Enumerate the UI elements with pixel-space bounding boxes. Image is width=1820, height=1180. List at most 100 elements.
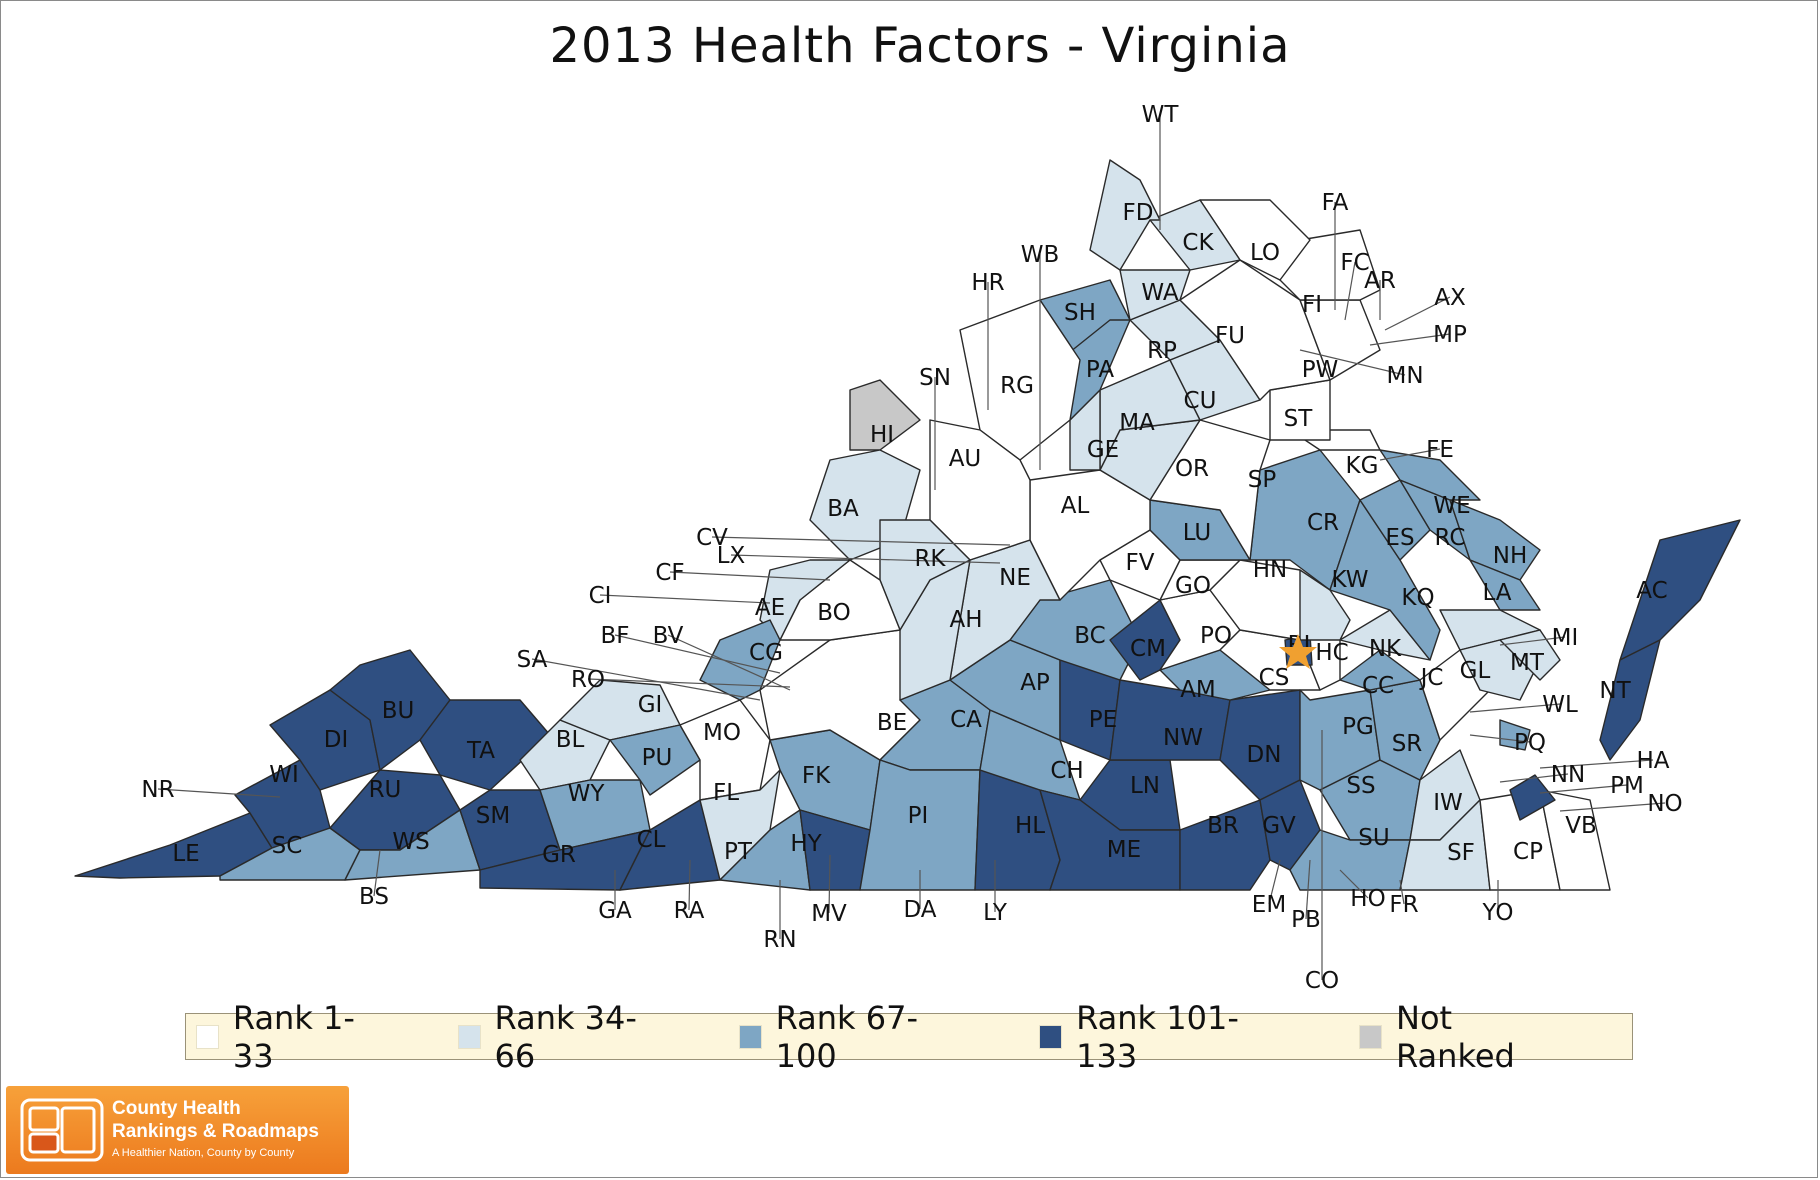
county-label-hc: HC bbox=[1315, 640, 1348, 666]
county-label-fe: FE bbox=[1426, 437, 1454, 463]
county-label-hl: HL bbox=[1015, 813, 1045, 839]
county-label-lx: LX bbox=[717, 543, 746, 569]
county-gi bbox=[559, 679, 681, 741]
legend-swatch bbox=[1359, 1024, 1383, 1049]
county-label-am: AM bbox=[1180, 677, 1216, 703]
county-label-mi: MI bbox=[1552, 625, 1579, 651]
leader-line-ci bbox=[599, 594, 771, 604]
county-label-fu: FU bbox=[1215, 323, 1245, 349]
county-label-bs: BS bbox=[359, 884, 389, 910]
county-label-ru: RU bbox=[369, 777, 402, 803]
county-label-kq: KQ bbox=[1401, 585, 1434, 611]
county-pq bbox=[1499, 719, 1531, 751]
leader-line-lx bbox=[730, 554, 1001, 564]
leader-line-ax bbox=[1384, 296, 1451, 331]
county-label-cc: CC bbox=[1362, 673, 1394, 699]
leader-line-ho bbox=[1339, 869, 1369, 899]
county-label-nh: NH bbox=[1493, 543, 1528, 569]
county-label-nk: NK bbox=[1369, 636, 1402, 662]
county-label-rg: RG bbox=[1000, 373, 1034, 399]
county-label-kw: KW bbox=[1331, 567, 1368, 593]
county-label-ws: WS bbox=[392, 829, 429, 855]
leader-line-mv bbox=[828, 854, 831, 914]
county-hi bbox=[849, 379, 921, 451]
county-label-cp: CP bbox=[1513, 839, 1543, 865]
county-pu bbox=[609, 724, 701, 796]
county-cg bbox=[699, 619, 781, 701]
county-label-hi: HI bbox=[870, 422, 894, 448]
county-label-ax: AX bbox=[1434, 285, 1466, 311]
county-label-bl: BL bbox=[556, 727, 585, 753]
county-label-rp: RP bbox=[1147, 338, 1177, 364]
leader-line-fe bbox=[1379, 448, 1441, 461]
county-label-pm: PM bbox=[1610, 773, 1644, 799]
county-label-rc: RC bbox=[1435, 525, 1466, 551]
county-label-su: SU bbox=[1358, 825, 1389, 851]
leader-line-em bbox=[1268, 859, 1281, 905]
county-label-le: LE bbox=[172, 841, 199, 867]
county-no bbox=[1509, 774, 1556, 821]
leader-line-cf bbox=[669, 571, 831, 581]
leader-line-bf bbox=[614, 634, 781, 674]
county-label-wb: WB bbox=[1021, 242, 1060, 268]
county-label-lo: LO bbox=[1250, 240, 1280, 266]
county-label-cs: CS bbox=[1259, 665, 1290, 691]
county-label-pi: PI bbox=[908, 803, 929, 829]
county-label-cm: CM bbox=[1130, 636, 1166, 662]
county-sf bbox=[1399, 799, 1491, 891]
county-label-cl: CL bbox=[637, 827, 666, 853]
county-label-mt: MT bbox=[1510, 650, 1545, 676]
county-label-co: CO bbox=[1305, 968, 1339, 994]
leader-line-nr bbox=[157, 788, 281, 798]
county-label-bv: BV bbox=[653, 623, 684, 649]
county-label-nr: NR bbox=[141, 777, 174, 803]
leader-line-mn bbox=[1299, 349, 1406, 376]
legend-swatch bbox=[1039, 1024, 1063, 1049]
county-label-al: AL bbox=[1061, 493, 1090, 519]
county-label-rn: RN bbox=[763, 927, 796, 953]
county-label-cf: CF bbox=[655, 560, 684, 586]
county-label-gi: GI bbox=[638, 692, 663, 718]
leader-line-ha bbox=[1539, 759, 1654, 769]
county-label-fr: FR bbox=[1389, 892, 1418, 918]
county-label-fi: FI bbox=[1302, 292, 1322, 318]
leader-line-mi bbox=[1499, 636, 1566, 646]
county-label-hn: HN bbox=[1253, 557, 1288, 583]
county-label-em: EM bbox=[1252, 892, 1286, 918]
legend-item-rank-1-33: Rank 1-33 bbox=[196, 999, 388, 1075]
leader-line-nn bbox=[1499, 773, 1569, 783]
county-label-bo: BO bbox=[817, 600, 850, 626]
leader-line-mp bbox=[1369, 333, 1451, 346]
county-label-bc: BC bbox=[1074, 623, 1105, 649]
county-label-ac: AC bbox=[1636, 578, 1667, 604]
legend-label: Rank 67-100 bbox=[775, 998, 918, 1075]
county-label-ma: MA bbox=[1119, 410, 1155, 436]
leader-line-pm bbox=[1539, 784, 1628, 794]
county-label-kg: KG bbox=[1346, 453, 1379, 479]
county-label-pa: PA bbox=[1086, 357, 1114, 383]
county-label-au: AU bbox=[949, 446, 982, 472]
county-label-nt: NT bbox=[1599, 678, 1631, 704]
county-label-fa: FA bbox=[1322, 190, 1349, 216]
county-label-be: BE bbox=[877, 710, 907, 736]
county-label-ln: LN bbox=[1130, 773, 1160, 799]
county-label-la: LA bbox=[1482, 580, 1511, 606]
county-label-ch: CH bbox=[1050, 758, 1083, 784]
county-label-wt: WT bbox=[1142, 102, 1180, 128]
legend-item-not-ranked: Not Ranked bbox=[1359, 999, 1572, 1075]
county-label-mn: MN bbox=[1386, 363, 1423, 389]
county-label-pg: PG bbox=[1342, 714, 1374, 740]
county-label-we: WE bbox=[1433, 493, 1470, 519]
legend-item-rank-34-66: Rank 34-66 bbox=[457, 999, 669, 1075]
county-label-sm: SM bbox=[476, 803, 510, 829]
county-label-sa: SA bbox=[517, 647, 548, 673]
leader-line-pb bbox=[1305, 859, 1311, 920]
county-label-jc: JC bbox=[1419, 665, 1444, 691]
county-label-ta: TA bbox=[466, 738, 495, 764]
county-label-gr: GR bbox=[542, 842, 576, 868]
leader-line-sa bbox=[531, 658, 761, 701]
county-label-cr: CR bbox=[1307, 510, 1339, 536]
county-label-mo: MO bbox=[703, 720, 741, 746]
county-mt bbox=[1499, 629, 1561, 681]
